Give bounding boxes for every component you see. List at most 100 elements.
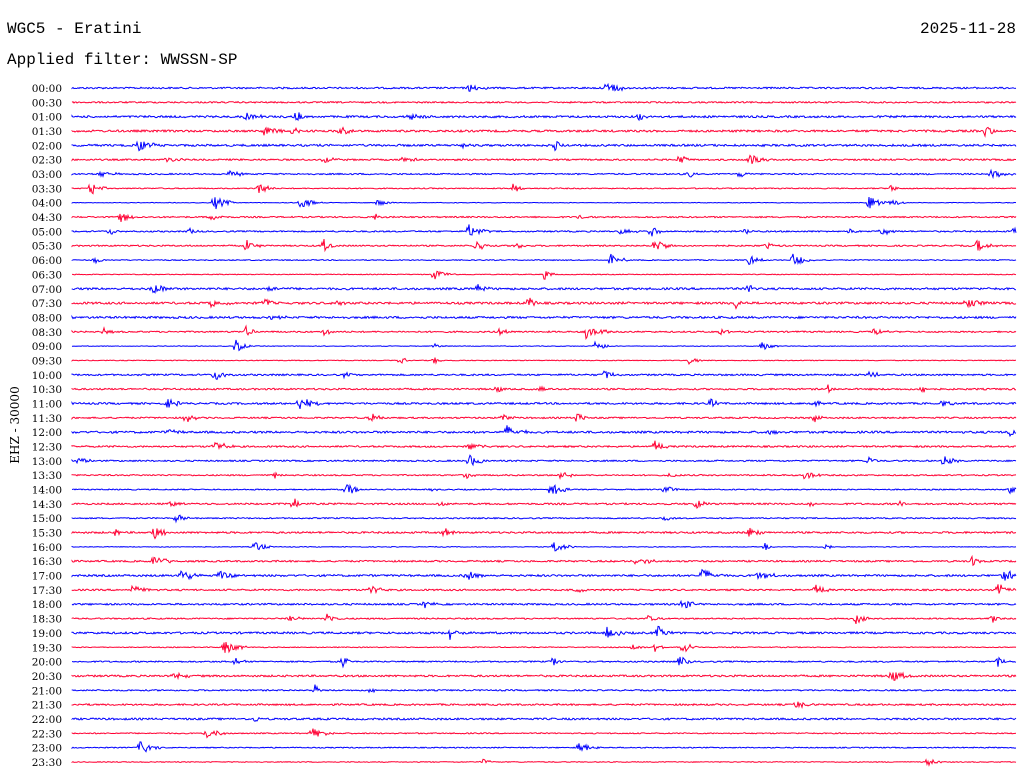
time-tick-label: 21:00 — [32, 685, 62, 697]
time-tick-label: 08:00 — [32, 312, 62, 324]
trace-2100 — [71, 684, 1017, 694]
time-tick-label: 01:30 — [32, 126, 62, 138]
time-tick-label: 18:00 — [32, 599, 62, 611]
time-tick-label: 19:30 — [32, 642, 62, 654]
trace-1230 — [71, 440, 1017, 451]
trace-0230 — [71, 154, 1016, 164]
time-tick-label: 19:00 — [32, 628, 62, 640]
time-tick-label: 15:30 — [32, 528, 62, 540]
time-tick-label: 17:00 — [32, 571, 62, 583]
trace-2030 — [71, 671, 1017, 681]
time-tick-label: 06:00 — [32, 255, 62, 267]
time-tick-label: 14:30 — [32, 499, 62, 511]
time-tick-label: 16:30 — [32, 556, 62, 568]
time-tick-label: 17:30 — [32, 585, 62, 597]
time-tick-label: 11:00 — [32, 398, 62, 410]
time-tick-label: 10:00 — [32, 370, 62, 382]
trace-1200 — [71, 425, 1017, 438]
time-tick-label: 06:30 — [32, 269, 62, 281]
trace-0130 — [71, 126, 1017, 138]
trace-0330 — [71, 183, 1017, 195]
time-tick-label: 12:30 — [32, 442, 62, 454]
time-tick-label: 01:00 — [32, 112, 62, 124]
time-tick-label: 07:30 — [32, 298, 62, 310]
time-tick-label: 23:00 — [32, 743, 62, 755]
trace-0800 — [71, 314, 1017, 321]
trace-0700 — [71, 284, 1017, 294]
trace-0030 — [71, 100, 1017, 104]
trace-1830 — [71, 613, 1017, 625]
trace-1700 — [71, 568, 1017, 581]
time-tick-label: 03:00 — [32, 169, 62, 181]
trace-0200 — [71, 140, 1017, 152]
time-tick-label: 04:30 — [32, 212, 62, 224]
trace-1630 — [71, 554, 1017, 567]
time-tick-label: 22:30 — [32, 728, 62, 740]
trace-2230 — [71, 728, 1017, 739]
time-tick-label: 10:30 — [32, 384, 62, 396]
trace-2130 — [71, 701, 1017, 709]
time-tick-label: 21:30 — [32, 700, 62, 712]
trace-1900 — [71, 625, 1017, 640]
trace-1730 — [71, 584, 1017, 595]
time-tick-label: 05:00 — [32, 226, 62, 238]
trace-2330 — [71, 758, 1017, 767]
time-tick-label: 04:00 — [32, 198, 62, 210]
trace-1030 — [71, 384, 1017, 394]
time-tick-label: 07:00 — [32, 284, 62, 296]
time-tick-label: 23:30 — [32, 757, 62, 769]
time-tick-label: 02:30 — [32, 155, 62, 167]
time-tick-label: 09:30 — [32, 355, 62, 367]
time-tick-label: 16:00 — [32, 542, 62, 554]
trace-0630 — [72, 270, 1017, 280]
trace-0930 — [71, 357, 1017, 366]
trace-0500 — [71, 224, 1017, 237]
trace-1530 — [71, 527, 1017, 540]
trace-0730 — [71, 297, 1017, 310]
time-tick-label: 14:00 — [32, 485, 62, 497]
time-tick-label: 09:00 — [32, 341, 62, 353]
trace-0530 — [71, 239, 1017, 253]
trace-1930 — [71, 642, 1017, 654]
time-tick-label: 20:30 — [32, 671, 62, 683]
time-tick-label: 00:00 — [32, 83, 62, 95]
time-tick-label: 12:00 — [32, 427, 62, 439]
trace-2200 — [71, 716, 1017, 722]
trace-1000 — [71, 370, 1017, 381]
time-tick-label: 05:30 — [32, 241, 62, 253]
trace-0900 — [71, 339, 1016, 352]
trace-1500 — [71, 514, 1017, 524]
trace-0430 — [71, 213, 1017, 222]
trace-0100 — [71, 112, 1017, 122]
time-tick-label: 08:30 — [32, 327, 62, 339]
trace-0830 — [71, 324, 1017, 341]
trace-1130 — [71, 413, 1017, 423]
trace-1800 — [71, 599, 1017, 609]
trace-1100 — [71, 398, 1017, 410]
trace-0600 — [71, 253, 1017, 266]
time-tick-label: 03:30 — [32, 183, 62, 195]
trace-0400 — [71, 196, 1017, 210]
time-tick-label: 02:00 — [32, 140, 62, 152]
time-tick-label: 15:00 — [32, 513, 62, 525]
time-tick-label: 13:00 — [32, 456, 62, 468]
trace-1300 — [71, 454, 1017, 467]
time-tick-label: 18:30 — [32, 614, 62, 626]
time-tick-label: 11:30 — [32, 413, 62, 425]
trace-0300 — [71, 168, 1017, 180]
trace-1330 — [71, 471, 1017, 481]
time-tick-label: 13:30 — [32, 470, 62, 482]
time-tick-label: 22:00 — [32, 714, 62, 726]
time-tick-label: 20:00 — [32, 657, 62, 669]
trace-1600 — [71, 542, 1017, 552]
trace-2300 — [71, 741, 1017, 753]
trace-0000 — [71, 82, 1017, 92]
station-title: WGC5 - Eratini — [7, 20, 142, 38]
time-tick-label: 00:30 — [32, 97, 62, 109]
date-label: 2025-11-28 — [919, 20, 1016, 38]
filter-label: Applied filter: WWSSN-SP — [7, 51, 238, 69]
trace-1430 — [71, 498, 1017, 510]
trace-1400 — [71, 483, 1017, 495]
trace-2000 — [72, 656, 1017, 669]
